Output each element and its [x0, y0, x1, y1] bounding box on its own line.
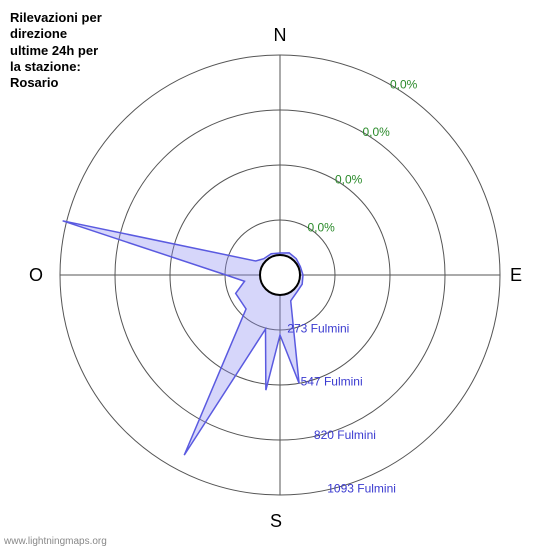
ring-label-upper: 0,0% — [335, 173, 363, 187]
rose-polygon — [63, 221, 303, 455]
ring-label-upper: 0,0% — [390, 77, 418, 91]
ring-label-lower: 820 Fulmini — [314, 428, 376, 442]
ring-label-upper: 0,0% — [308, 220, 336, 234]
cardinal-label: O — [29, 265, 43, 285]
cardinal-label: N — [274, 25, 287, 45]
ring-label-lower: 1093 Fulmini — [327, 481, 396, 495]
footer-credit: www.lightningmaps.org — [4, 536, 107, 547]
ring-label-lower: 547 Fulmini — [301, 375, 363, 389]
cardinal-label: E — [510, 265, 522, 285]
ring-label-upper: 0,0% — [363, 125, 391, 139]
cardinal-label: S — [270, 511, 282, 531]
ring-label-lower: 273 Fulmini — [287, 321, 349, 335]
center-circle — [260, 255, 300, 295]
polar-chart: 0,0% 273 Fulmini 0,0% 547 Fulmini 0,0% 820 Fu… — [0, 0, 550, 550]
